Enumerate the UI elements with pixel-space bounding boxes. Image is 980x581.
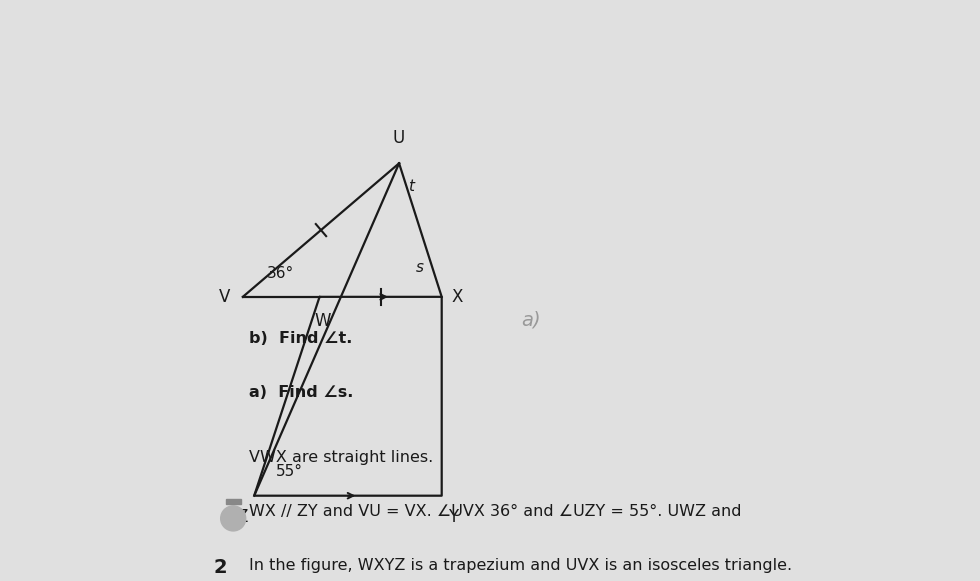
Text: WX // ZY and VU = VX. ∠UVX 36° and ∠UZY = 55°. UWZ and: WX // ZY and VU = VX. ∠UVX 36° and ∠UZY … [249, 504, 741, 519]
Text: Z: Z [236, 508, 248, 526]
Text: Y: Y [448, 508, 458, 526]
Text: 2: 2 [214, 558, 227, 577]
Text: a): a) [521, 310, 541, 329]
Text: X: X [452, 288, 464, 306]
Text: 55°: 55° [275, 464, 303, 479]
Text: 36°: 36° [267, 266, 294, 281]
Text: a)  Find ∠s.: a) Find ∠s. [249, 385, 353, 400]
FancyBboxPatch shape [225, 498, 240, 504]
Text: b)  Find ∠t.: b) Find ∠t. [249, 331, 352, 346]
Circle shape [220, 506, 246, 531]
Text: s: s [416, 260, 424, 275]
Text: U: U [393, 129, 405, 147]
Text: t: t [409, 179, 415, 194]
Text: VWX are straight lines.: VWX are straight lines. [249, 450, 433, 465]
Text: W: W [315, 312, 330, 330]
Text: V: V [219, 288, 230, 306]
Text: In the figure, WXYZ is a trapezium and UVX is an isosceles triangle.: In the figure, WXYZ is a trapezium and U… [249, 558, 792, 573]
